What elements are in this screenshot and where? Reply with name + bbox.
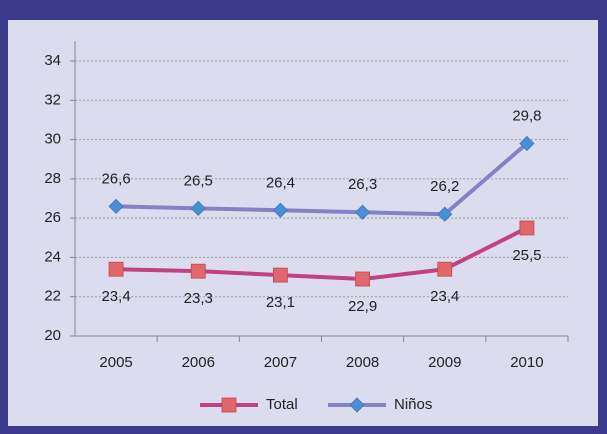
legend-marker — [221, 397, 237, 413]
legend-label: Total — [266, 396, 298, 413]
x-tick-label: 2009 — [428, 354, 461, 371]
data-point — [519, 135, 535, 152]
data-point — [519, 220, 535, 236]
data-label: 23,4 — [101, 288, 130, 305]
data-point — [437, 261, 453, 277]
data-label: 23,3 — [184, 290, 213, 307]
y-tick-label: 20 — [44, 327, 61, 344]
y-tick-label: 24 — [44, 248, 61, 265]
x-tick-label: 2007 — [264, 354, 297, 371]
data-point — [190, 200, 206, 216]
y-tick-label: 28 — [44, 170, 61, 187]
y-tick-label: 30 — [44, 131, 61, 148]
legend-label: Niños — [394, 396, 432, 413]
y-tick-label: 34 — [44, 52, 61, 69]
data-label: 26,4 — [266, 174, 295, 191]
data-label: 23,4 — [430, 288, 459, 305]
x-tick-label: 2010 — [510, 354, 543, 371]
x-tick-label: 2008 — [346, 354, 379, 371]
data-point — [272, 202, 288, 218]
data-point — [437, 206, 453, 222]
data-label: 25,5 — [512, 247, 541, 264]
legend-marker — [349, 397, 365, 413]
data-label: 26,5 — [184, 172, 213, 189]
y-tick-label: 26 — [44, 209, 61, 226]
data-label: 26,6 — [101, 170, 130, 187]
x-tick-label: 2006 — [182, 354, 215, 371]
data-point — [108, 261, 124, 277]
y-tick-label: 22 — [44, 288, 61, 305]
data-point — [355, 271, 370, 287]
data-label: 29,8 — [512, 107, 541, 124]
x-tick-label: 2005 — [99, 354, 132, 371]
data-point — [355, 204, 371, 220]
data-point — [190, 263, 206, 279]
data-label: 26,3 — [348, 176, 377, 193]
series-line — [116, 141, 529, 217]
data-label: 26,2 — [430, 178, 459, 195]
plot-panel — [8, 20, 598, 426]
data-label: 23,1 — [266, 294, 295, 311]
data-point — [108, 198, 124, 214]
y-tick-label: 32 — [44, 91, 61, 108]
data-point — [273, 267, 288, 283]
series-line — [116, 226, 528, 282]
data-label: 22,9 — [348, 298, 377, 315]
